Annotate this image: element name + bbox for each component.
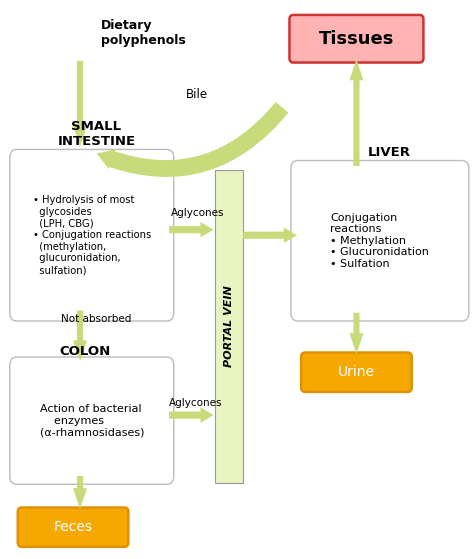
FancyArrow shape (243, 228, 297, 243)
FancyBboxPatch shape (215, 170, 243, 482)
Text: PORTAL VEIN: PORTAL VEIN (224, 286, 234, 367)
Text: Urine: Urine (338, 365, 375, 379)
Text: Bile: Bile (186, 88, 208, 101)
FancyBboxPatch shape (290, 15, 423, 63)
FancyBboxPatch shape (10, 149, 174, 321)
FancyArrow shape (169, 408, 214, 423)
FancyArrow shape (349, 312, 364, 354)
Text: COLON: COLON (59, 345, 110, 358)
Text: Conjugation
reactions
• Methylation
• Glucuronidation
• Sulfation: Conjugation reactions • Methylation • Gl… (330, 212, 429, 269)
Text: Not absorbed: Not absorbed (61, 314, 132, 324)
FancyArrow shape (169, 222, 214, 238)
FancyArrow shape (349, 59, 364, 166)
Text: • Hydrolysis of most
  glycosides
  (LPH, CBG)
• Conjugation reactions
  (methyl: • Hydrolysis of most glycosides (LPH, CB… (33, 196, 151, 275)
FancyArrowPatch shape (97, 102, 289, 177)
FancyBboxPatch shape (10, 357, 174, 484)
Text: SMALL
INTESTINE: SMALL INTESTINE (57, 120, 136, 148)
FancyArrow shape (73, 61, 87, 146)
FancyArrow shape (73, 476, 87, 509)
Text: Action of bacterial
    enzymes
(α-rhamnosidases): Action of bacterial enzymes (α-rhamnosid… (39, 404, 144, 437)
Text: LIVER: LIVER (368, 146, 411, 159)
Text: Aglycones: Aglycones (169, 398, 223, 408)
FancyBboxPatch shape (291, 160, 469, 321)
FancyBboxPatch shape (18, 508, 128, 547)
Text: Feces: Feces (54, 520, 92, 534)
FancyBboxPatch shape (301, 353, 412, 392)
Text: Dietary
polyphenols: Dietary polyphenols (101, 19, 186, 47)
Text: Tissues: Tissues (319, 30, 394, 48)
Text: Aglycones: Aglycones (172, 207, 225, 217)
FancyArrow shape (73, 310, 87, 362)
